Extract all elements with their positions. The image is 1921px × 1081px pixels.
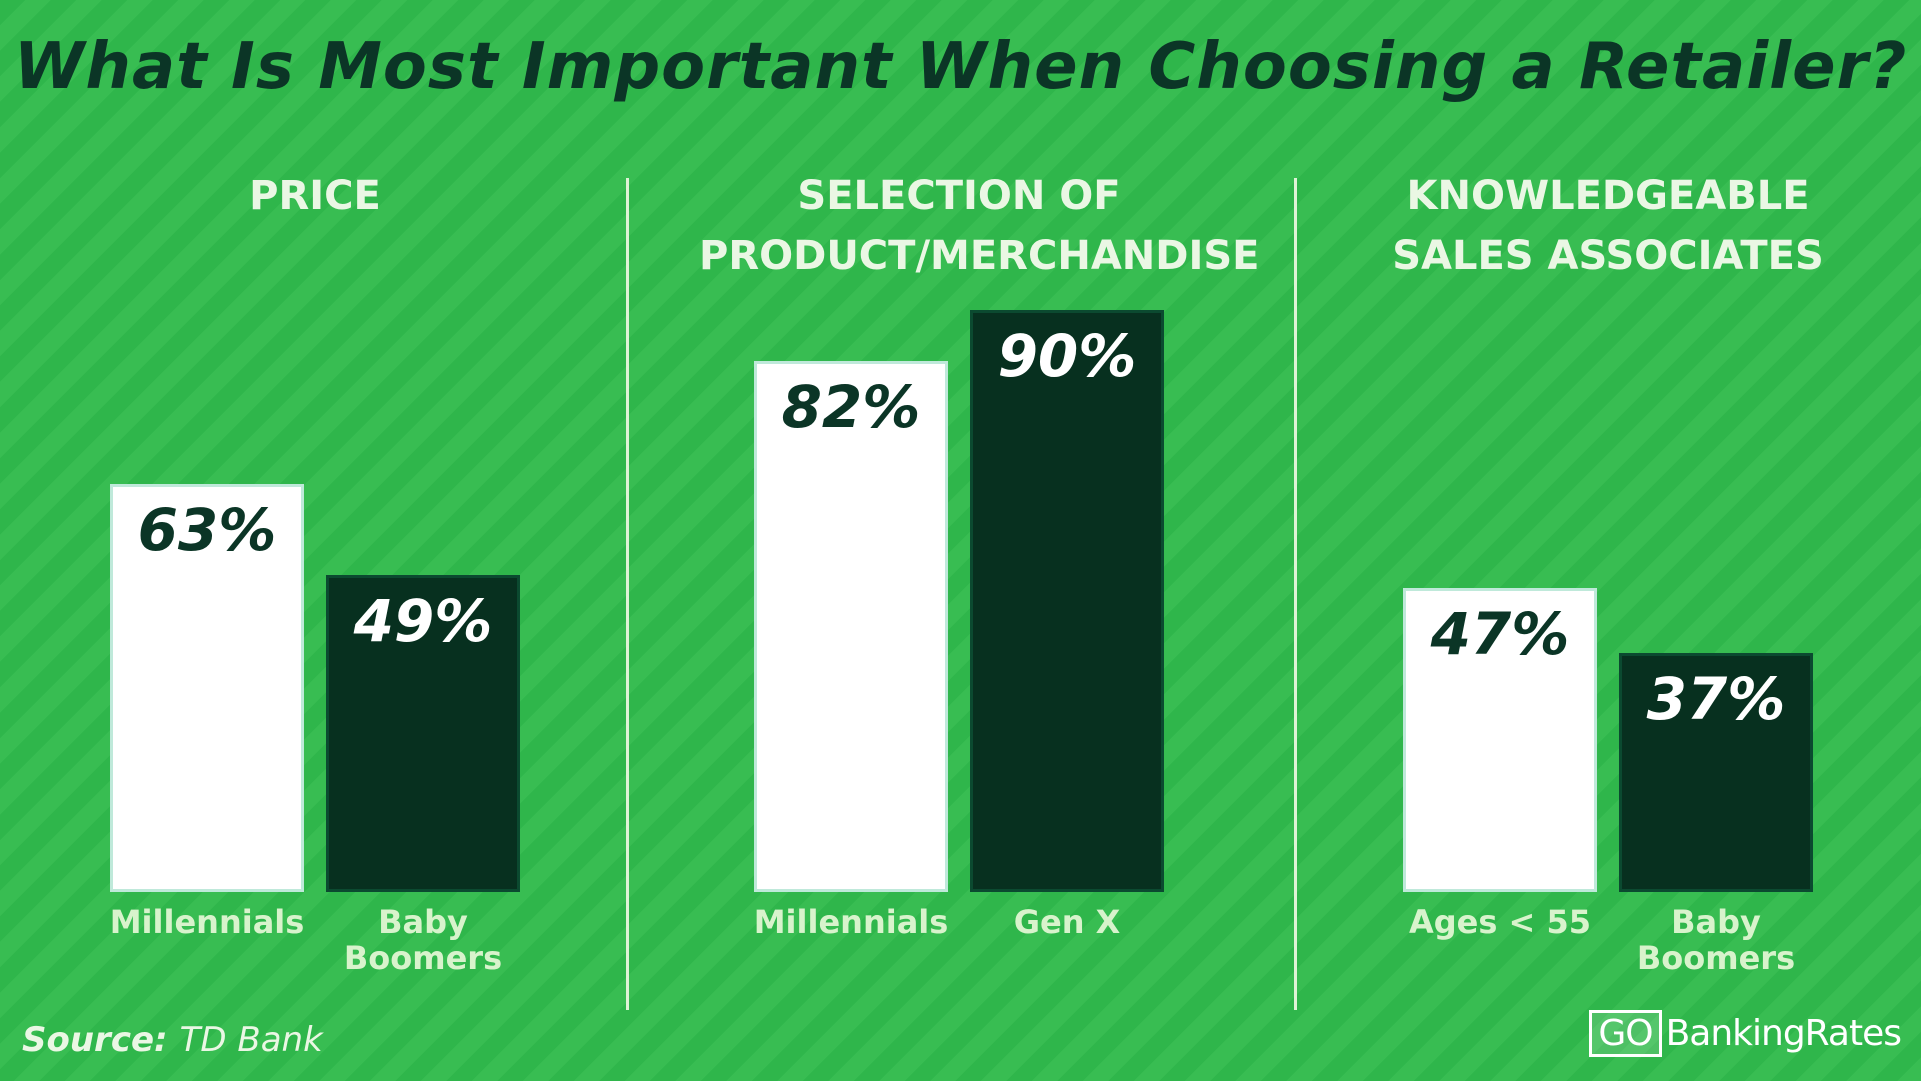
- bar: [754, 361, 948, 892]
- logo: GO BankingRates: [1589, 1010, 1902, 1057]
- divider: [626, 178, 629, 1010]
- value-label: 47%: [1430, 599, 1570, 668]
- category-label: Baby Boomers: [343, 903, 503, 977]
- category-label: Ages < 55: [1408, 903, 1592, 941]
- category-label: Gen X: [1013, 903, 1121, 941]
- category-label: Millennials: [109, 903, 305, 941]
- value-label: 49%: [353, 586, 493, 655]
- bar: [1619, 652, 1813, 892]
- source: Source: TD Bank: [22, 1020, 323, 1060]
- source-text: TD Bank: [179, 1020, 323, 1060]
- source-label: Source:: [22, 1020, 168, 1060]
- value-label: 90%: [997, 321, 1137, 390]
- bar: [326, 574, 520, 892]
- chart-title: What Is Most Important When Choosing a R…: [13, 30, 1908, 104]
- value-label: 82%: [781, 373, 921, 442]
- panel-title: KNOWLEDGEABLE SALES ASSOCIATES: [1392, 173, 1824, 279]
- bar: [970, 309, 1164, 892]
- category-label: Baby Boomers: [1636, 903, 1796, 977]
- value-label: 37%: [1646, 664, 1786, 733]
- category-label: Millennials: [753, 903, 949, 941]
- divider: [1294, 178, 1297, 1010]
- panel-title: PRICE: [249, 173, 381, 219]
- panel-title: SELECTION OF PRODUCT/MERCHANDISE: [699, 173, 1260, 279]
- logo-name: BankingRates: [1665, 1013, 1902, 1054]
- bar: [1403, 587, 1597, 892]
- logo-mark: GO: [1589, 1010, 1662, 1057]
- bar: [110, 484, 304, 892]
- value-label: 63%: [137, 496, 277, 565]
